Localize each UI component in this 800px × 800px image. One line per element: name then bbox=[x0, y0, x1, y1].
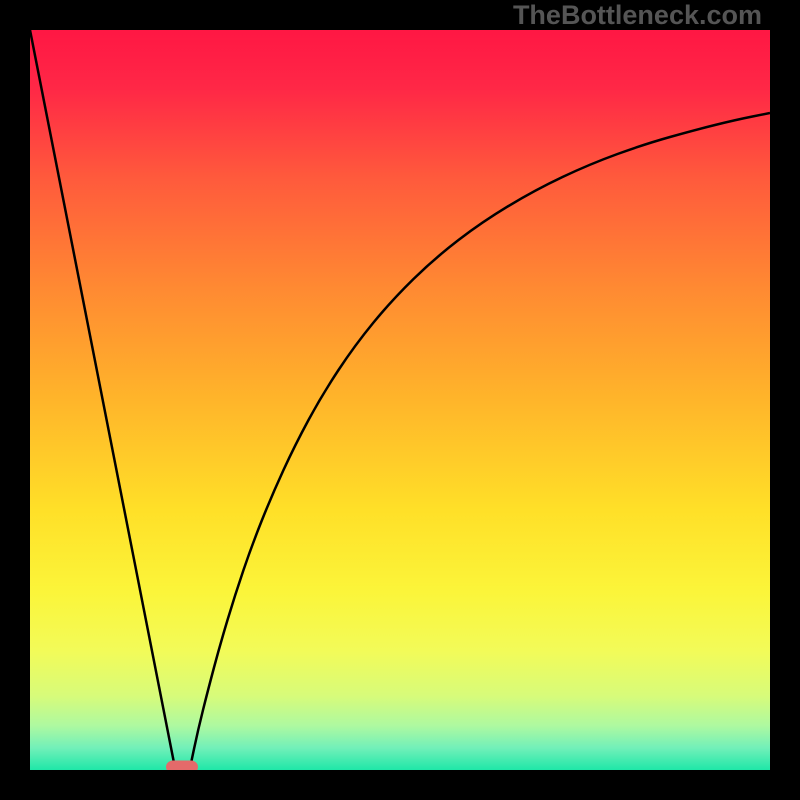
plot-svg bbox=[30, 30, 770, 770]
watermark-text: TheBottleneck.com bbox=[513, 0, 762, 31]
valley-marker bbox=[166, 761, 198, 771]
chart-container: TheBottleneck.com bbox=[0, 0, 800, 800]
plot-area bbox=[30, 30, 770, 770]
